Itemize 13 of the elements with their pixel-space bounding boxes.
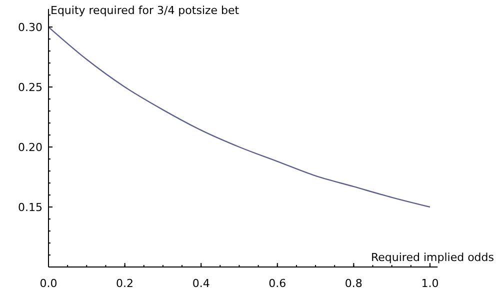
x-tick-label: 0.6 <box>268 277 286 290</box>
y-tick-label: 0.30 <box>18 20 42 34</box>
line-series <box>48 26 431 208</box>
chart-title: Equity required for 3/4 potsize bet <box>50 4 240 17</box>
y-tick-label: 0.20 <box>18 140 42 154</box>
x-axis-title: Required implied odds <box>371 251 494 264</box>
x-tick-label: 0.8 <box>344 277 362 290</box>
x-tick-label: 0.4 <box>192 277 210 290</box>
x-tick-label: 1.0 <box>421 277 439 290</box>
x-tick-label: 0.0 <box>40 277 58 290</box>
y-tick-label: 0.25 <box>18 80 42 94</box>
y-tick-label: 0.15 <box>18 200 42 214</box>
x-tick-label: 0.2 <box>116 277 134 290</box>
